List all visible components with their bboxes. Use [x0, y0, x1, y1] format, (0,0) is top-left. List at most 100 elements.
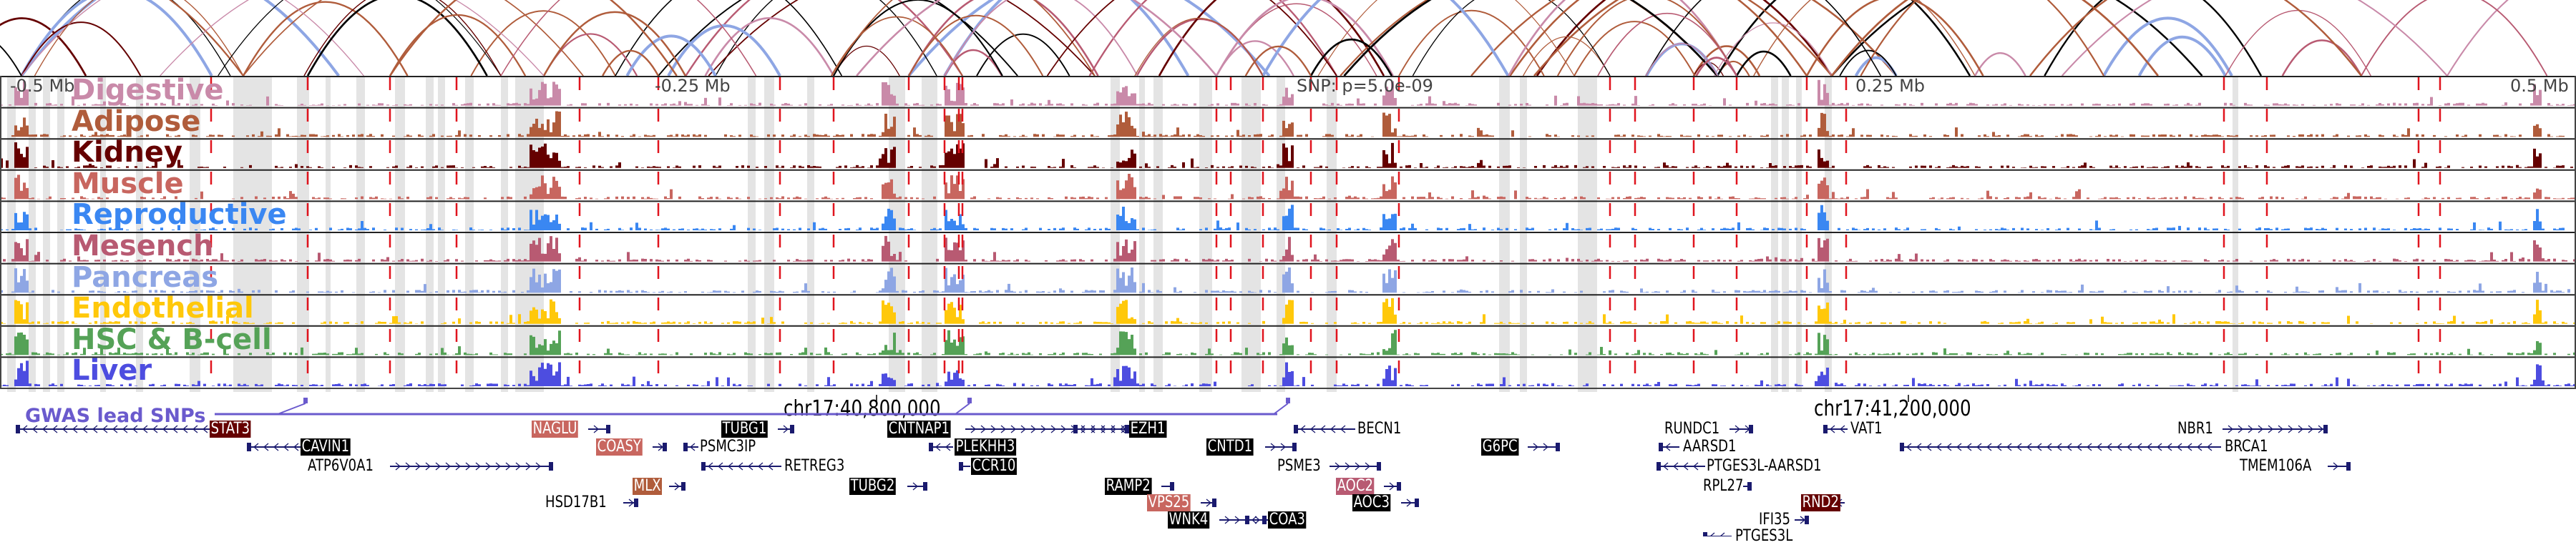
strand-arrow: [2096, 443, 2102, 451]
highlight-band: [297, 77, 309, 392]
gene-label-atp6v0a1[interactable]: ATP6V0A1: [308, 457, 374, 475]
loop-arc: [667, 24, 781, 77]
strand-arrow: [1956, 443, 1962, 451]
strand-arrow: [445, 462, 452, 471]
gene-label-coasy[interactable]: COASY: [596, 438, 643, 456]
gene-exon: [549, 462, 553, 471]
loop-arc: [2061, 0, 2448, 77]
gene-label-brca1[interactable]: BRCA1: [2225, 438, 2268, 456]
loop-arc: [1597, 13, 1737, 77]
gene-label-ptges3l-aarsd1[interactable]: PTGES3L-AARSD1: [1707, 457, 1822, 475]
gene-label-ccr10[interactable]: CCR10: [971, 457, 1017, 475]
strand-arrow: [767, 462, 774, 471]
gene-label-wnk4[interactable]: WNK4: [1168, 511, 1209, 529]
strand-arrow: [1270, 443, 1277, 451]
highlight-band: [1796, 77, 1802, 392]
highlight-band: [807, 77, 814, 392]
gene-label-g6pc[interactable]: G6PC: [1481, 438, 1519, 456]
gene-label-tubg2[interactable]: TUBG2: [849, 477, 897, 495]
track-label: Reproductive: [72, 198, 287, 232]
strand-arrow: [757, 462, 763, 471]
loop-arc: [1574, 21, 1696, 77]
loop-arc: [1716, 0, 1971, 77]
strand-arrow: [2278, 425, 2284, 433]
loop-arc: [944, 0, 1138, 77]
strand-arrow: [2268, 425, 2274, 433]
gene-label-psmc3ip[interactable]: PSMC3IP: [700, 438, 756, 456]
loop-arc: [1713, 22, 1833, 77]
strand-arrow: [2333, 462, 2339, 471]
gene-label-rundc1[interactable]: RUNDC1: [1664, 420, 1720, 438]
gene-label-nbr1[interactable]: NBR1: [2177, 420, 2213, 438]
loop-arc: [389, 0, 678, 77]
loop-arc: [833, 46, 900, 77]
strand-arrow: [2206, 443, 2212, 451]
highlight-band: [43, 77, 50, 392]
strand-arrow: [1829, 425, 1835, 433]
track-label: Liver: [72, 354, 152, 388]
gene-label-psme3[interactable]: PSME3: [1277, 457, 1321, 475]
gene-exon: [683, 443, 688, 451]
highlight-band: [426, 77, 434, 392]
highlight-band: [1578, 77, 1597, 392]
gene-label-vps25[interactable]: VPS25: [1147, 494, 1191, 511]
loop-arc: [856, 0, 1217, 77]
gene-label-plekhh3[interactable]: PLEKHH3: [955, 438, 1017, 456]
strand-arrow: [1030, 425, 1037, 433]
strand-arrow: [1309, 425, 1316, 433]
gene-label-rnd2[interactable]: RND2: [1801, 494, 1840, 511]
strand-arrow: [1996, 443, 2002, 451]
highlight-band: [395, 77, 405, 392]
gene-label-ptges3l[interactable]: PTGES3L: [1735, 527, 1793, 545]
gene-label-cntnap1[interactable]: CNTNAP1: [887, 420, 951, 438]
gene-exon: [1556, 443, 1560, 451]
gene-label-hsd17b1[interactable]: HSD17B1: [545, 494, 607, 511]
gene-label-ifi35[interactable]: IFI35: [1759, 511, 1790, 529]
gene-exon: [1292, 443, 1297, 451]
gene-label-naglu[interactable]: NAGLU: [532, 420, 579, 438]
gene-label-stat3[interactable]: STAT3: [210, 420, 251, 438]
strand-arrow: [1986, 443, 1992, 451]
strand-arrow: [1251, 516, 1257, 524]
strand-arrow: [717, 462, 723, 471]
highlight-band: [1153, 77, 1163, 392]
loop-arc: [1412, 0, 1611, 77]
gene-label-mlx[interactable]: MLX: [633, 477, 663, 495]
gene-label-coa3[interactable]: COA3: [1268, 511, 1307, 529]
highlight-band: [465, 77, 474, 392]
loop-arc: [242, 1, 409, 77]
strand-arrow: [2166, 443, 2172, 451]
loop-arc: [2044, 0, 2263, 77]
gene-exon: [1294, 425, 1298, 433]
gene-label-ezh1[interactable]: EZH1: [1129, 420, 1167, 438]
axis-label-0-25mb: 0.25 Mb: [1855, 76, 1926, 96]
gene-label-ramp2[interactable]: RAMP2: [1105, 477, 1152, 495]
strand-arrow: [593, 425, 600, 433]
gene-label-vat1[interactable]: VAT1: [1850, 420, 1883, 438]
strand-arrow: [263, 443, 269, 451]
strand-arrow: [2016, 443, 2022, 451]
gene-label-rpl27[interactable]: RPL27: [1703, 477, 1744, 495]
strand-arrow: [253, 443, 259, 451]
snp-pvalue-label: SNP: p=5.0e-09: [1297, 76, 1433, 96]
strand-arrow: [1355, 462, 1361, 471]
strand-arrow: [1340, 425, 1346, 433]
highlight-band: [233, 77, 272, 392]
gene-label-cntd1[interactable]: CNTD1: [1206, 438, 1254, 456]
strand-arrow: [1010, 425, 1017, 433]
strand-arrow: [1335, 462, 1341, 471]
gene-label-aoc3[interactable]: AOC3: [1352, 494, 1391, 511]
gene-label-tmem106a[interactable]: TMEM106A: [2240, 457, 2312, 475]
strand-arrow: [1916, 443, 1922, 451]
highlight-band: [1111, 77, 1120, 392]
gene-label-becn1[interactable]: BECN1: [1357, 420, 1402, 438]
gene-exon: [1397, 482, 1401, 491]
gene-label-aarsd1[interactable]: AARSD1: [1683, 438, 1737, 456]
gene-label-tubg1[interactable]: TUBG1: [721, 420, 769, 438]
gene-label-retreg3[interactable]: RETREG3: [784, 457, 845, 475]
gene-label-cavin1[interactable]: CAVIN1: [301, 438, 351, 456]
strand-arrow: [505, 462, 512, 471]
loop-arc: [20, 0, 340, 77]
gene-label-aoc2[interactable]: AOC2: [1336, 477, 1375, 495]
loop-arc: [2137, 36, 2227, 77]
